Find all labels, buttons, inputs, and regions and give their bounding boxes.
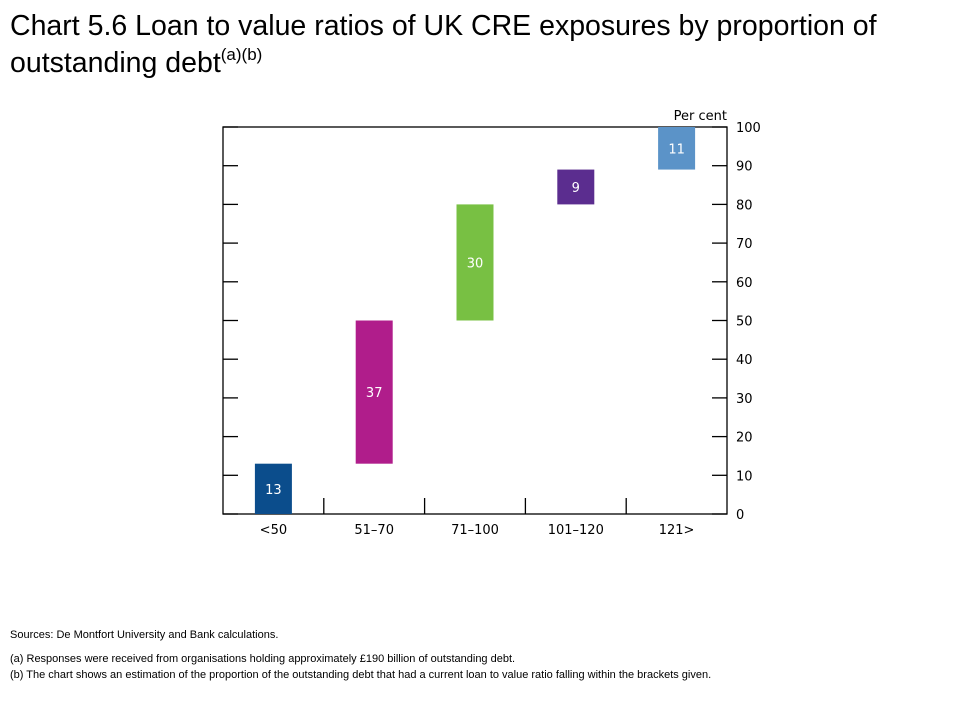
y-tick-label: 0 <box>736 508 744 523</box>
y-unit-label: Per cent <box>674 109 727 124</box>
y-tick-label: 100 <box>736 121 761 136</box>
y-tick-label: 90 <box>736 160 753 175</box>
bar-value-label: 11 <box>668 142 685 157</box>
y-tick-label: 30 <box>736 392 753 407</box>
bar-segment <box>254 463 292 514</box>
y-tick-label: 80 <box>736 198 753 213</box>
y-tick-label: 40 <box>736 353 753 368</box>
bar-value-label: 37 <box>366 386 383 401</box>
footnote-b: (b) The chart shows an estimation of the… <box>10 669 712 681</box>
note-spacer <box>10 643 940 651</box>
bars: 13 37 30 9 11 <box>254 127 696 514</box>
x-category-label: <50 <box>260 523 287 538</box>
y-tick-label: 10 <box>736 469 753 484</box>
notes: Sources: De Montfort University and Bank… <box>10 627 940 683</box>
sources-note: Sources: De Montfort University and Bank… <box>10 629 279 641</box>
bar-value-label: 13 <box>265 483 282 498</box>
bar-segment <box>658 127 696 170</box>
chart-title-footnote-refs: (a)(b) <box>220 45 263 64</box>
y-tick-label: 50 <box>736 315 753 330</box>
y-tick-label: 60 <box>736 276 753 291</box>
chart-title-text: Chart 5.6 Loan to value ratios of UK CRE… <box>10 10 877 79</box>
bar-value-label: 9 <box>572 181 580 196</box>
x-category-label: 51–70 <box>354 523 394 538</box>
x-category-label: 121> <box>659 523 695 538</box>
axis-ticks <box>223 126 727 515</box>
chart-title: Chart 5.6 Loan to value ratios of UK CRE… <box>10 8 940 85</box>
bar-segment <box>355 320 393 464</box>
bar-segment <box>557 169 595 205</box>
bar-value-label: 30 <box>467 256 484 271</box>
bar-segment <box>456 204 494 321</box>
x-category-label: 71–100 <box>451 523 499 538</box>
y-tick-label: 20 <box>736 431 753 446</box>
x-axis-labels: <50 51–70 71–100 101–120 121> <box>260 523 695 538</box>
footnote-a: (a) Responses were received from organis… <box>10 653 516 665</box>
y-tick-label: 70 <box>736 237 753 252</box>
y-axis-labels: 0 10 20 30 40 50 60 70 80 90 100 <box>736 121 761 523</box>
x-category-label: 101–120 <box>548 523 604 538</box>
